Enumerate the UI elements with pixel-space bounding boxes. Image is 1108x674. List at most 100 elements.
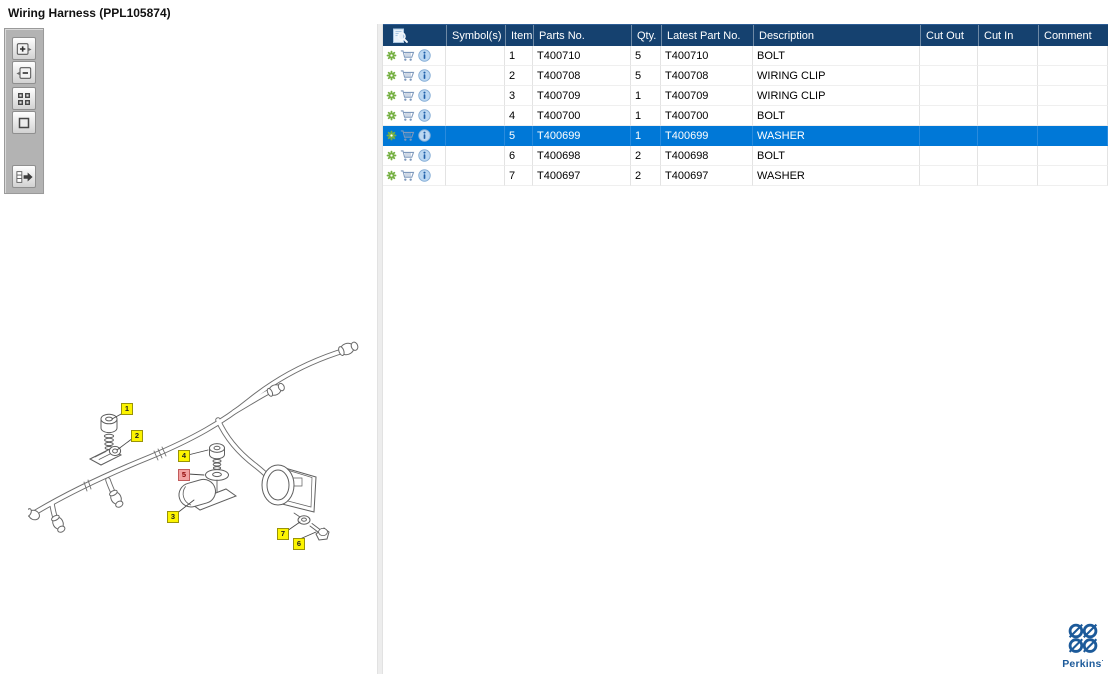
header-qty[interactable]: Qty. — [631, 25, 661, 46]
header-description[interactable]: Description — [753, 25, 920, 46]
cell-comment — [1038, 86, 1108, 106]
connector-end-left — [28, 508, 40, 521]
gear-icon[interactable] — [386, 130, 397, 141]
info-icon[interactable] — [418, 109, 431, 122]
table-row-6[interactable]: 6 T400698 2 T400698 BOLT — [383, 146, 1108, 166]
table-row-2[interactable]: 2 T400708 5 T400708 WIRING CLIP — [383, 66, 1108, 86]
perkins-logo-icon — [1068, 623, 1098, 653]
info-icon[interactable] — [418, 129, 431, 142]
cell-symbols — [446, 126, 505, 146]
tile-view-button[interactable] — [12, 87, 36, 110]
info-icon[interactable] — [418, 49, 431, 62]
cell-cut-in — [978, 106, 1038, 126]
diagram-callout-5-selected[interactable]: 5 — [178, 469, 190, 481]
info-icon[interactable] — [418, 89, 431, 102]
connector-body-drawing — [261, 464, 317, 513]
tile-view-icon — [18, 92, 30, 105]
zoom-out-icon — [16, 66, 32, 79]
header-item[interactable]: Item — [505, 25, 533, 46]
diagram-callout-4[interactable]: 4 — [178, 450, 190, 462]
fit-view-button[interactable] — [12, 111, 36, 134]
cell-latest-part-no: T400708 — [661, 66, 753, 86]
cell-parts-no: T400699 — [533, 126, 631, 146]
cell-symbols — [446, 146, 505, 166]
cell-description: WASHER — [753, 166, 920, 186]
cart-icon[interactable] — [400, 129, 415, 142]
diagram-callout-7[interactable]: 7 — [277, 528, 289, 540]
info-icon[interactable] — [418, 149, 431, 162]
cell-description: WASHER — [753, 126, 920, 146]
table-row-7[interactable]: 7 T400697 2 T400697 WASHER — [383, 166, 1108, 186]
table-row-5-selected[interactable]: 5 T400699 1 T400699 WASHER — [383, 126, 1108, 146]
zoom-in-button[interactable] — [12, 37, 36, 60]
cell-latest-part-no: T400709 — [661, 86, 753, 106]
gear-icon[interactable] — [386, 50, 397, 61]
diagram-callout-2[interactable]: 2 — [131, 430, 143, 442]
bolt-1-drawing — [100, 413, 118, 450]
cell-comment — [1038, 126, 1108, 146]
cell-description: WIRING CLIP — [753, 66, 920, 86]
cell-item: 4 — [505, 106, 533, 126]
cell-cut-out — [920, 46, 978, 66]
cell-qty: 1 — [631, 86, 661, 106]
gear-icon[interactable] — [386, 70, 397, 81]
harness-diagram: 1 2 3 4 5 6 7 — [28, 338, 368, 570]
row-actions — [383, 66, 446, 86]
cart-icon[interactable] — [400, 69, 415, 82]
cart-icon[interactable] — [400, 109, 415, 122]
cell-cut-out — [920, 166, 978, 186]
gear-icon[interactable] — [386, 150, 397, 161]
pane-divider[interactable] — [377, 24, 383, 674]
cell-latest-part-no: T400699 — [661, 126, 753, 146]
row-actions — [383, 146, 446, 166]
cart-icon[interactable] — [400, 169, 415, 182]
info-icon[interactable] — [418, 69, 431, 82]
cell-description: WIRING CLIP — [753, 86, 920, 106]
cart-icon[interactable] — [400, 89, 415, 102]
cell-cut-in — [978, 166, 1038, 186]
panel-toggle-icon — [15, 170, 33, 183]
table-row-1[interactable]: 1 T400710 5 T400710 BOLT — [383, 46, 1108, 66]
perkins-logo-text: Perkins· — [1062, 658, 1104, 670]
header-comment[interactable]: Comment — [1038, 25, 1108, 46]
cell-latest-part-no: T400698 — [661, 146, 753, 166]
cell-parts-no: T400709 — [533, 86, 631, 106]
cell-latest-part-no: T400710 — [661, 46, 753, 66]
diagram-callout-1[interactable]: 1 — [121, 403, 133, 415]
cart-icon[interactable] — [400, 49, 415, 62]
cell-latest-part-no: T400700 — [661, 106, 753, 126]
header-latest-part-no[interactable]: Latest Part No. — [661, 25, 753, 46]
cell-description: BOLT — [753, 46, 920, 66]
parts-table: Symbol(s) Item Parts No. Qty. Latest Par… — [383, 24, 1108, 186]
cell-comment — [1038, 66, 1108, 86]
row-actions — [383, 166, 446, 186]
zoom-in-icon — [16, 42, 32, 55]
header-parts-no[interactable]: Parts No. — [533, 25, 631, 46]
cell-symbols — [446, 166, 505, 186]
search-list-icon[interactable] — [392, 28, 408, 44]
header-symbols[interactable]: Symbol(s) — [446, 25, 505, 46]
zoom-out-button[interactable] — [12, 61, 36, 84]
washer-7-drawing — [293, 512, 311, 525]
gear-icon[interactable] — [386, 170, 397, 181]
header-cut-out[interactable]: Cut Out — [920, 25, 978, 46]
trademark-mark: · — [1101, 658, 1104, 665]
table-row-4[interactable]: 4 T400700 1 T400700 BOLT — [383, 106, 1108, 126]
table-row-3[interactable]: 3 T400709 1 T400709 WIRING CLIP — [383, 86, 1108, 106]
header-cut-in[interactable]: Cut In — [978, 25, 1038, 46]
diagram-callout-6[interactable]: 6 — [293, 538, 305, 550]
cell-qty: 1 — [631, 106, 661, 126]
cell-cut-in — [978, 86, 1038, 106]
cell-cut-in — [978, 46, 1038, 66]
page-title: Wiring Harness (PPL105874) — [8, 6, 171, 20]
gear-icon[interactable] — [386, 90, 397, 101]
panel-toggle-button[interactable] — [12, 165, 36, 188]
gear-icon[interactable] — [386, 110, 397, 121]
cell-item: 3 — [505, 86, 533, 106]
info-icon[interactable] — [418, 169, 431, 182]
diagram-callout-3[interactable]: 3 — [167, 511, 179, 523]
cart-icon[interactable] — [400, 149, 415, 162]
cell-cut-out — [920, 106, 978, 126]
cell-symbols — [446, 86, 505, 106]
